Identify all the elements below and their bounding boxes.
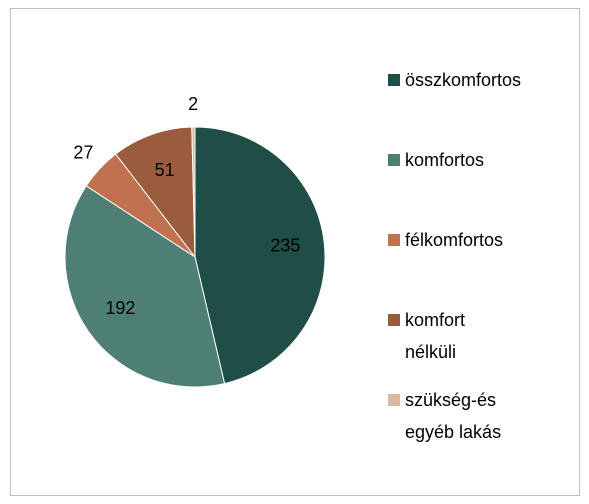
chart-frame [10, 8, 580, 496]
legend-swatch [388, 394, 400, 406]
legend-item: komfortos [388, 144, 513, 176]
data-label: 235 [270, 235, 300, 255]
legend-item: összkomfortos [388, 64, 521, 96]
legend-label: összkomfortos [405, 70, 522, 90]
legend-swatch [388, 74, 400, 86]
legend-swatch [388, 314, 400, 326]
pie-slice [114, 126, 196, 259]
data-label: 51 [155, 160, 175, 180]
legend-label: félkomfortos [405, 230, 504, 250]
data-label: 27 [73, 143, 93, 163]
pie-slice [191, 126, 196, 258]
legend-item: szükség-és egyéb lakás [388, 384, 513, 448]
pie-slice [64, 185, 226, 388]
legend-swatch [388, 154, 400, 166]
legend-label: komfort nélküli [405, 310, 466, 362]
pie-slice [194, 126, 326, 385]
legend-swatch [388, 234, 400, 246]
legend-label: szükség-és egyéb lakás [405, 390, 502, 442]
legend-item: félkomfortos [388, 224, 513, 256]
legend-label: komfortos [405, 150, 485, 170]
data-label: 192 [105, 298, 135, 318]
legend-item: komfort nélküli [388, 304, 513, 368]
data-label: 2 [188, 94, 198, 114]
